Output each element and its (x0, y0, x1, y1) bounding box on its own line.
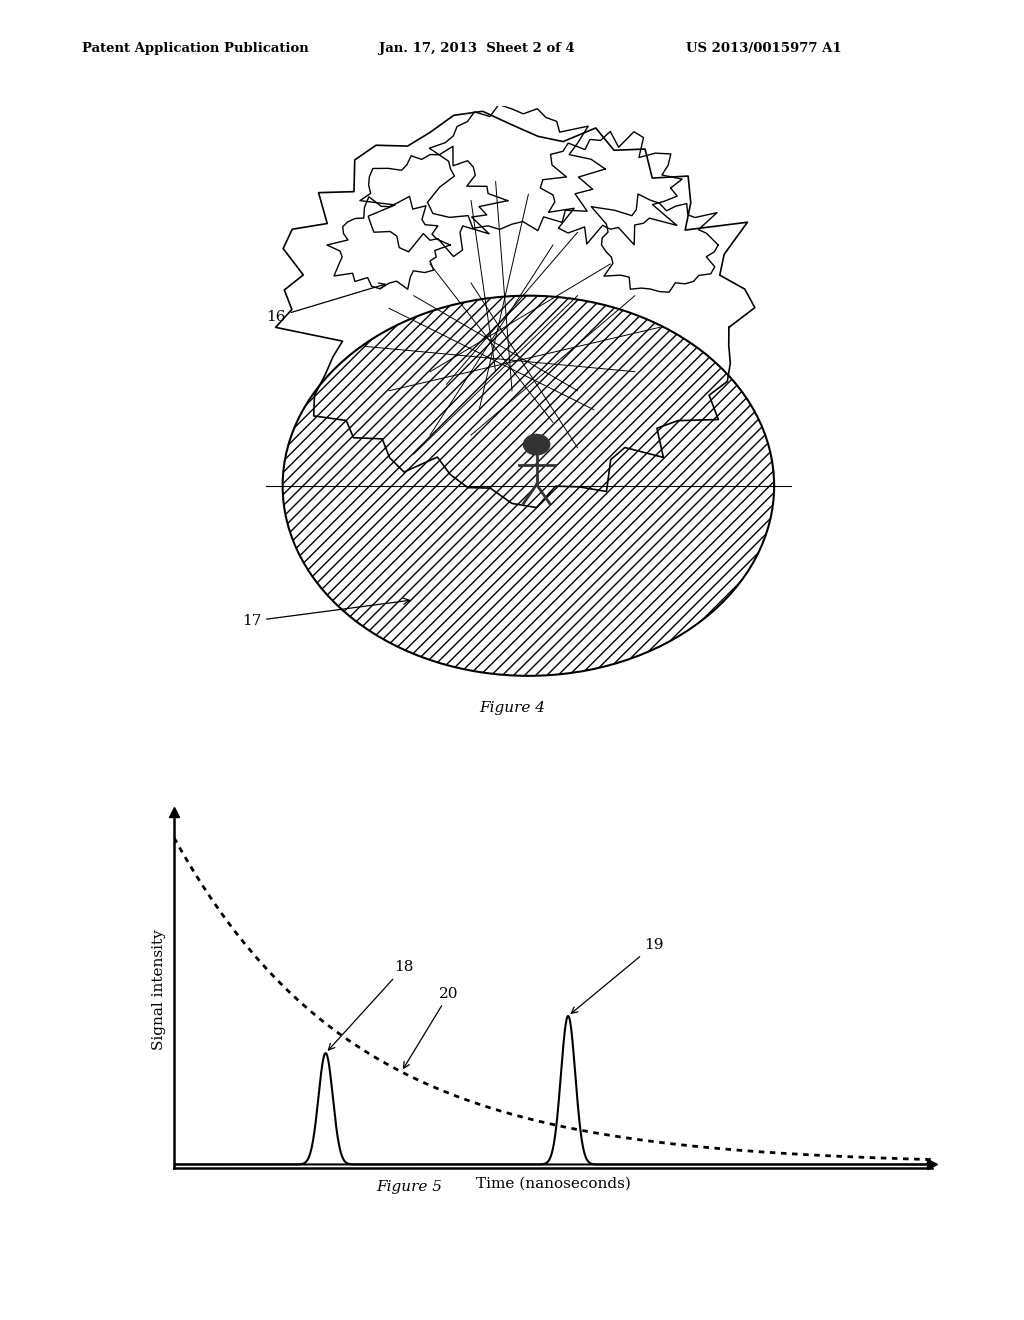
Text: Patent Application Publication: Patent Application Publication (82, 42, 308, 55)
Text: Figure 5: Figure 5 (377, 1180, 442, 1193)
Circle shape (523, 434, 550, 454)
Text: 20: 20 (403, 986, 459, 1068)
Text: 19: 19 (571, 939, 664, 1014)
Ellipse shape (283, 296, 774, 676)
X-axis label: Time (nanoseconds): Time (nanoseconds) (475, 1176, 631, 1191)
Text: US 2013/0015977 A1: US 2013/0015977 A1 (686, 42, 842, 55)
Text: Figure 4: Figure 4 (479, 701, 545, 714)
Text: 17: 17 (242, 598, 410, 628)
Text: 16: 16 (266, 282, 385, 323)
Text: Jan. 17, 2013  Sheet 2 of 4: Jan. 17, 2013 Sheet 2 of 4 (379, 42, 574, 55)
Text: 18: 18 (329, 961, 414, 1049)
Y-axis label: Signal intensity: Signal intensity (152, 929, 166, 1051)
